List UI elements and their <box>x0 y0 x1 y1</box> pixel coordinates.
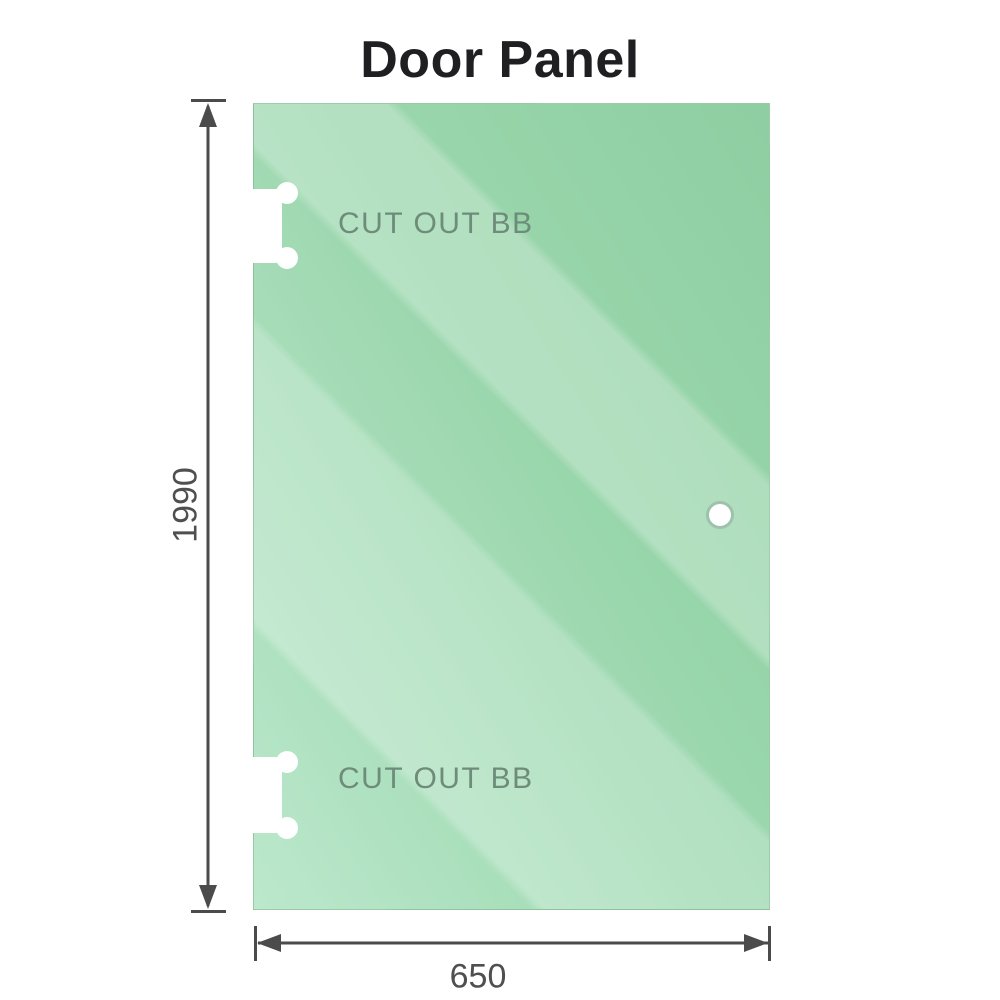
arrow-left-icon <box>257 934 281 952</box>
page-title: Door Panel <box>360 31 640 89</box>
cutout-top-label: CUT OUT BB <box>338 207 534 240</box>
width-dimension-label: 650 <box>449 957 507 996</box>
width-dimension <box>254 926 771 961</box>
hinge-cutout-top <box>246 182 298 269</box>
arrow-right-icon <box>744 934 768 952</box>
hinge-cutout-bottom <box>246 751 298 839</box>
glass-panel <box>253 103 770 910</box>
height-dimension-label: 1990 <box>166 467 205 543</box>
handle-hole <box>706 501 734 529</box>
arrow-down-icon <box>199 885 217 909</box>
arrow-up-icon <box>199 103 217 127</box>
height-dimension <box>191 99 226 913</box>
cutout-bottom-label: CUT OUT BB <box>338 762 534 795</box>
